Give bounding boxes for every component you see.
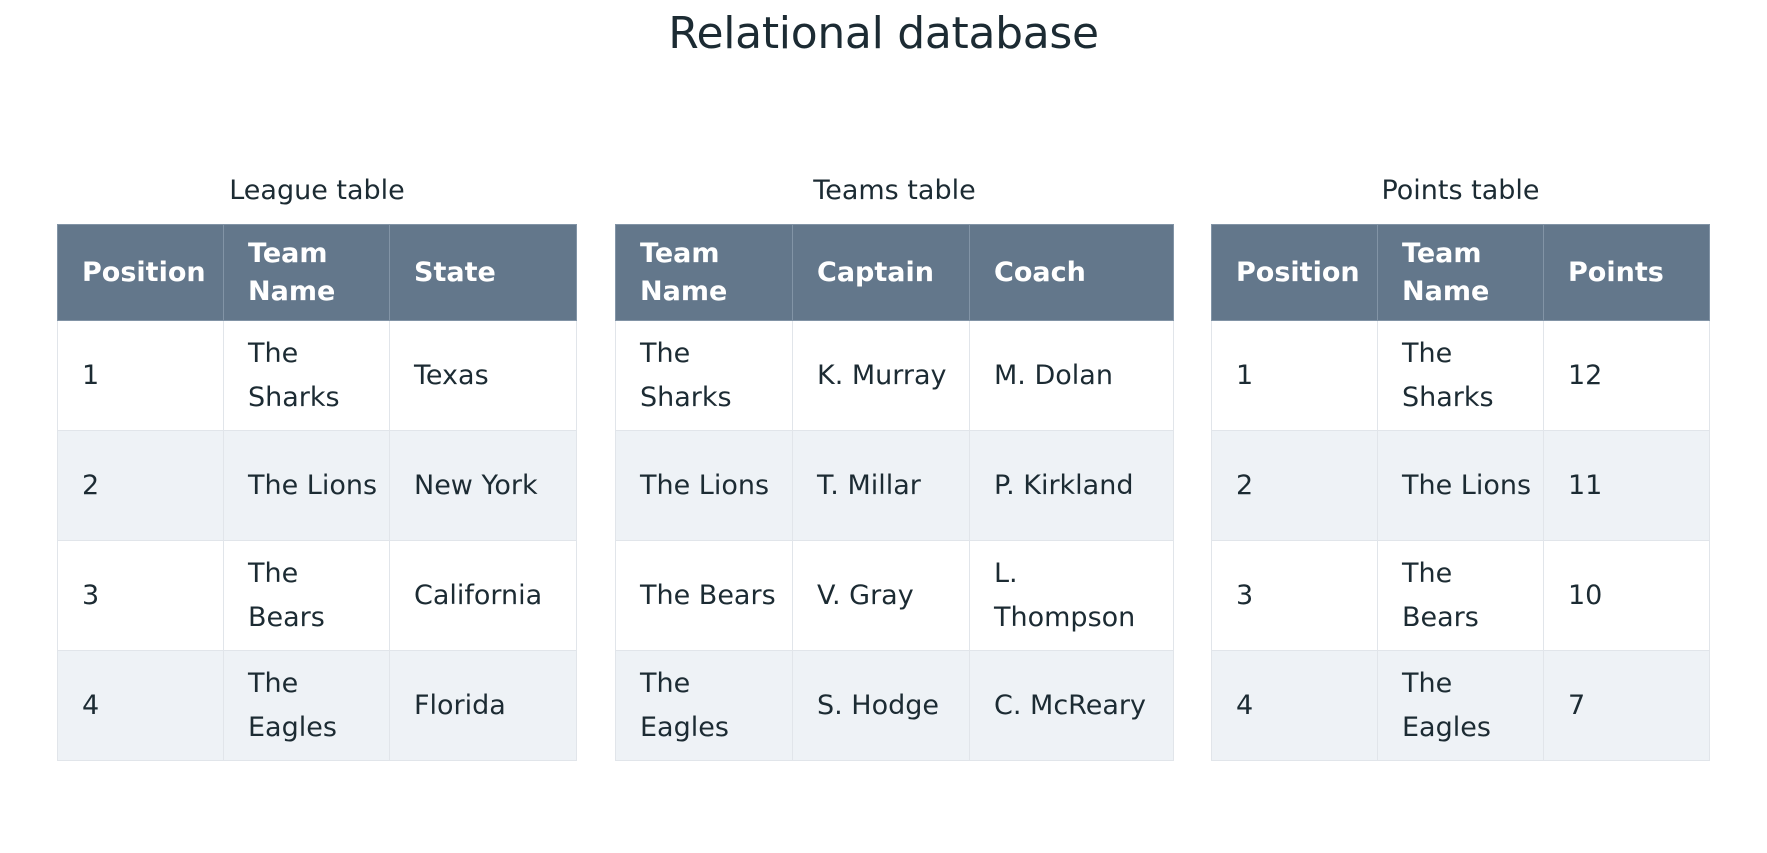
table-row: 3 The Bears 10 (1211, 540, 1710, 651)
table-cell: 4 (57, 650, 224, 761)
league-table-header-row: Position Team Name State (57, 224, 577, 321)
column-header-position: Position (57, 224, 224, 321)
table-cell: L. Thompson (969, 540, 1174, 651)
table-row: The Eagles S. Hodge C. McReary (615, 650, 1174, 761)
table-cell: New York (389, 430, 577, 541)
league-table: Position Team Name State 1 The Sharks Te… (57, 224, 577, 761)
table-cell: The Eagles (615, 650, 793, 761)
table-cell: 1 (1211, 320, 1378, 431)
column-header-captain: Captain (792, 224, 970, 321)
table-cell: The Bears (615, 540, 793, 651)
teams-table-header-row: Team Name Captain Coach (615, 224, 1174, 321)
column-header-position: Position (1211, 224, 1378, 321)
table-cell: 1 (57, 320, 224, 431)
teams-table: Team Name Captain Coach The Sharks K. Mu… (615, 224, 1174, 761)
table-cell: The Sharks (1377, 320, 1544, 431)
points-table-caption: Points table (1381, 175, 1540, 206)
table-row: The Sharks K. Murray M. Dolan (615, 320, 1174, 431)
table-cell: 4 (1211, 650, 1378, 761)
league-table-block: League table Position Team Name State 1 … (57, 174, 577, 761)
table-row: The Lions T. Millar P. Kirkland (615, 430, 1174, 541)
table-cell: The Bears (1377, 540, 1544, 651)
table-row: 2 The Lions 11 (1211, 430, 1710, 541)
page-title: Relational database (668, 8, 1099, 59)
table-cell: The Eagles (223, 650, 390, 761)
table-cell: T. Millar (792, 430, 970, 541)
column-header-points: Points (1543, 224, 1710, 321)
table-cell: 2 (57, 430, 224, 541)
column-header-team-name: Team Name (1377, 224, 1544, 321)
table-cell: The Lions (223, 430, 390, 541)
points-table-header-row: Position Team Name Points (1211, 224, 1710, 321)
table-cell: The Eagles (1377, 650, 1544, 761)
table-cell: The Sharks (615, 320, 793, 431)
column-header-coach: Coach (969, 224, 1174, 321)
table-cell: The Sharks (223, 320, 390, 431)
table-cell: 10 (1543, 540, 1710, 651)
table-cell: 12 (1543, 320, 1710, 431)
table-cell: 2 (1211, 430, 1378, 541)
points-table: Position Team Name Points 1 The Sharks 1… (1211, 224, 1710, 761)
table-cell: 3 (57, 540, 224, 651)
table-row: 4 The Eagles Florida (57, 650, 577, 761)
table-cell: The Lions (615, 430, 793, 541)
table-cell: The Lions (1377, 430, 1544, 541)
teams-table-block: Teams table Team Name Captain Coach The … (615, 174, 1174, 761)
table-cell: K. Murray (792, 320, 970, 431)
points-table-block: Points table Position Team Name Points 1… (1211, 174, 1710, 761)
table-cell: 7 (1543, 650, 1710, 761)
table-row: The Bears V. Gray L. Thompson (615, 540, 1174, 651)
table-row: 1 The Sharks Texas (57, 320, 577, 431)
table-row: 2 The Lions New York (57, 430, 577, 541)
table-cell: M. Dolan (969, 320, 1174, 431)
table-cell: Texas (389, 320, 577, 431)
table-cell: 11 (1543, 430, 1710, 541)
table-cell: The Bears (223, 540, 390, 651)
column-header-team-name: Team Name (223, 224, 390, 321)
column-header-team-name: Team Name (615, 224, 793, 321)
table-cell: 3 (1211, 540, 1378, 651)
table-cell: P. Kirkland (969, 430, 1174, 541)
table-cell: C. McReary (969, 650, 1174, 761)
teams-table-caption: Teams table (813, 175, 976, 206)
table-cell: California (389, 540, 577, 651)
table-row: 4 The Eagles 7 (1211, 650, 1710, 761)
league-table-caption: League table (229, 175, 405, 206)
table-cell: Florida (389, 650, 577, 761)
table-cell: V. Gray (792, 540, 970, 651)
table-cell: S. Hodge (792, 650, 970, 761)
table-row: 3 The Bears California (57, 540, 577, 651)
column-header-state: State (389, 224, 577, 321)
table-row: 1 The Sharks 12 (1211, 320, 1710, 431)
